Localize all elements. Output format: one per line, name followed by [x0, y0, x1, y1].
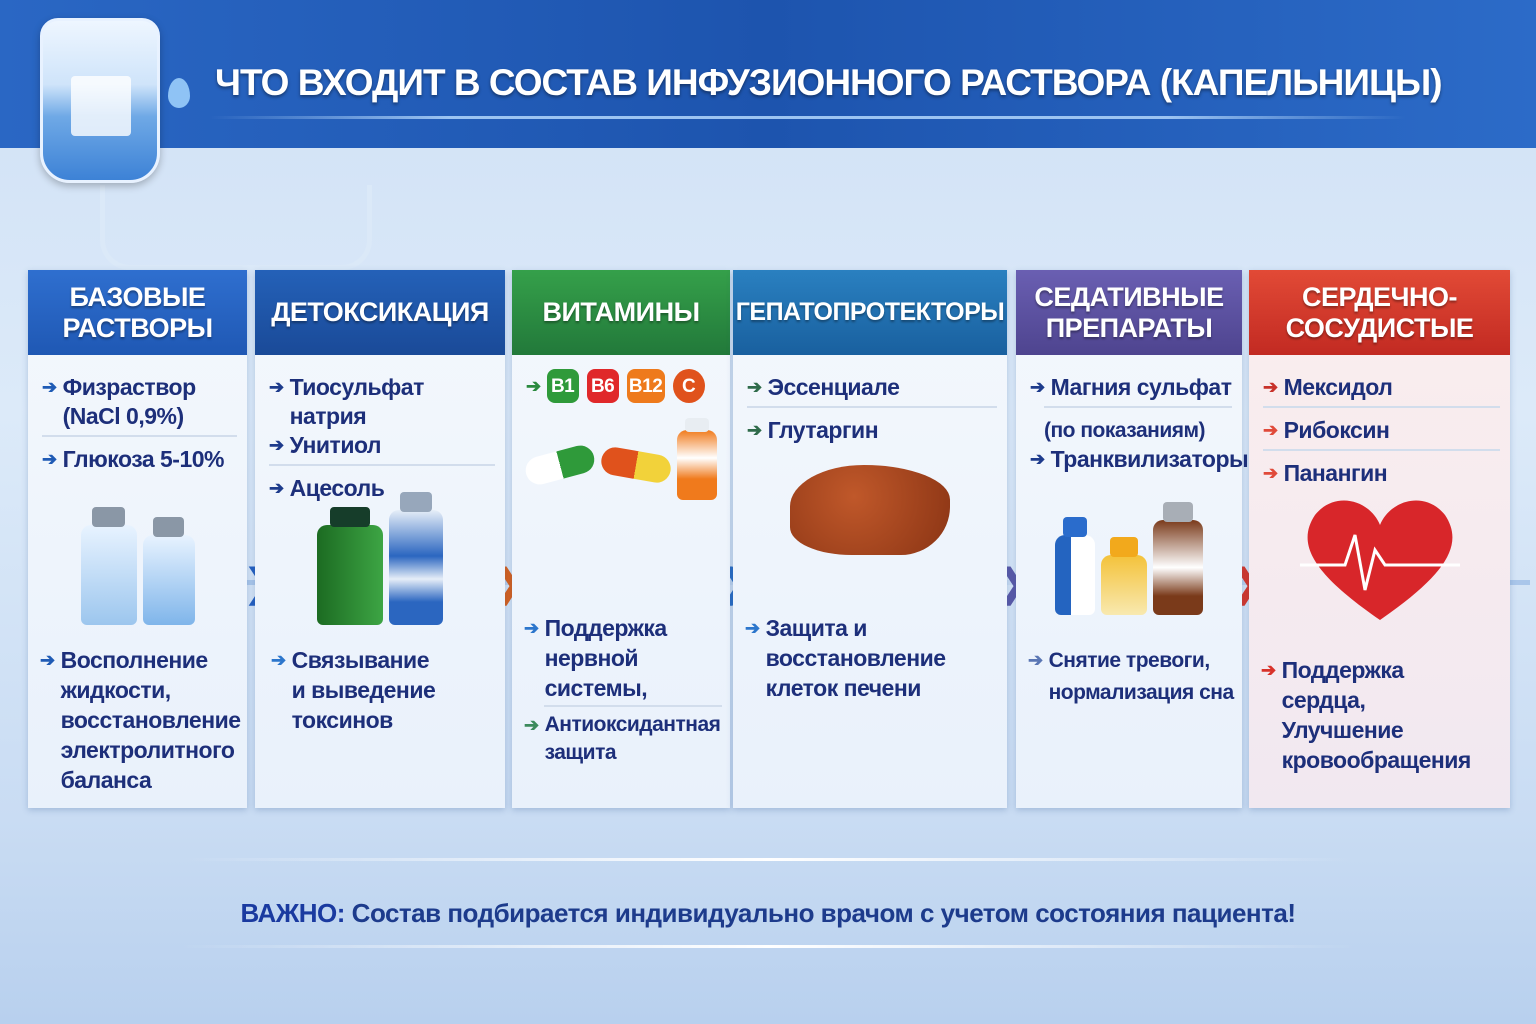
divider	[180, 945, 1356, 948]
list-item: ➔ Тиосульфат натрия	[269, 373, 495, 431]
arrow-icon: ➔	[524, 715, 539, 735]
item-text: Ацесоль	[289, 475, 385, 501]
arrow-icon: ➔	[42, 449, 57, 469]
column-hepatoprotectors: ГЕПАТОПРОТЕКТОРЫ ➔ Эссенциале ➔ Глутаргин …	[733, 270, 1007, 808]
column-header: ГЕПАТОПРОТЕКТОРЫ	[733, 270, 1007, 355]
effect: ➔ Поддержка сердца, Улучшение кровообраще…	[1261, 655, 1502, 775]
effect: ➔ Защита и восстановление клеток печени	[745, 613, 999, 703]
column-vitamins: ВИТАМИНЫ ➔ B1 B6 B12 C ➔ Поддержка нервной с…	[512, 270, 730, 808]
arrow-icon: ➔	[1263, 377, 1278, 397]
effect: ➔ Поддержка нервной системы, ➔ Антиоксидан…	[524, 613, 722, 767]
arrow-icon: ➔	[269, 377, 284, 397]
arrow-icon: ➔	[526, 375, 541, 396]
column-cardiovascular: СЕРДЕЧНО-СОСУДИСТЫЕ ➔ Мексидол ➔ Рибоксин …	[1249, 270, 1510, 808]
item-text: Тиосульфат натрия	[289, 374, 425, 429]
effect: ➔ Восполнение жидкости, восстановление эл…	[40, 645, 241, 795]
effect-text: Поддержка сердца, Улучшение кровообращен…	[1281, 657, 1472, 773]
arrow-icon: ➔	[1263, 420, 1278, 440]
effect: ➔ Связывание и выведение токсинов	[271, 645, 497, 735]
list-item: ➔ Панангин	[1263, 459, 1500, 488]
list-item: ➔ Физраствор (NaCl 0,9%)	[42, 373, 237, 431]
iv-tube-icon	[100, 185, 372, 270]
column-header: ДЕТОКСИКАЦИЯ	[255, 270, 505, 355]
divider	[180, 858, 1356, 861]
item-text: Магния сульфат	[1050, 374, 1232, 400]
vitamin-b12-badge: B12	[626, 369, 665, 403]
drop-icon	[168, 78, 190, 108]
important-label: ВАЖНО:	[240, 898, 346, 928]
arrow-icon: ➔	[1263, 463, 1278, 483]
list-item: ➔ Мексидол	[1263, 373, 1500, 402]
iv-bag-icon	[40, 18, 160, 183]
effect-text: Восполнение жидкости, восстановление эле…	[60, 647, 241, 793]
arrow-icon: ➔	[269, 478, 284, 498]
list-item: ➔ Унитиол	[269, 431, 495, 460]
list-item: ➔ Эссенциале	[747, 373, 997, 402]
list-item: ➔ Магния сульфат	[1030, 373, 1232, 402]
effect-text: Связывание и выведение токсинов	[291, 647, 436, 733]
item-text: Эссенциале	[767, 374, 900, 400]
column-header: СЕДАТИВНЫЕ ПРЕПАРАТЫ	[1016, 270, 1242, 355]
column-header: ВИТАМИНЫ	[512, 270, 730, 355]
item-text: Рибоксин	[1283, 417, 1390, 443]
detox-bottles-icon	[255, 485, 505, 625]
arrow-icon: ➔	[40, 650, 55, 670]
arrow-icon: ➔	[1028, 650, 1043, 670]
arrow-icon: ➔	[747, 420, 762, 440]
item-text: Панангин	[1283, 460, 1388, 486]
liver-icon	[733, 455, 1007, 555]
column-header: БАЗОВЫЕ РАСТВОРЫ	[28, 270, 247, 355]
arrow-icon: ➔	[271, 650, 286, 670]
item-text: Мексидол	[1283, 374, 1393, 400]
arrow-icon: ➔	[1030, 449, 1045, 469]
vitamin-badges: ➔ B1 B6 B12 C	[526, 369, 720, 403]
pill-bottles-icon	[1016, 502, 1242, 615]
list-item: ➔ Ацесоль	[269, 474, 495, 503]
arrow-icon: ➔	[745, 618, 760, 638]
vitamin-b1-badge: B1	[546, 369, 579, 403]
effect-text: Поддержка нервной системы,	[544, 615, 668, 701]
effect-text: Антиоксидантная защита	[544, 713, 721, 764]
item-text: Физраствор (NaCl 0,9%)	[62, 374, 197, 429]
arrow-icon: ➔	[524, 618, 539, 638]
list-item: ➔ Транквилизаторы	[1030, 445, 1249, 474]
note: (по показаниям)	[1044, 419, 1206, 442]
list-item: ➔ Глутаргин	[747, 416, 997, 445]
effect-text: Защита и восстановление клеток печени	[765, 615, 946, 701]
arrow-icon: ➔	[269, 435, 284, 455]
page-title: ЧТО ВХОДИТ В СОСТАВ ИНФУЗИОННОГО РАСТВОР…	[215, 62, 1443, 103]
arrow-icon: ➔	[747, 377, 762, 397]
heart-icon	[1249, 495, 1510, 625]
item-text: Глюкоза 5-10%	[62, 446, 225, 472]
item-text: Транквилизаторы	[1050, 446, 1249, 472]
column-sedatives: СЕДАТИВНЫЕ ПРЕПАРАТЫ ➔ Магния сульфат (по…	[1016, 270, 1249, 808]
title-banner	[0, 0, 1536, 148]
important-note: ВАЖНО: Состав подбирается индивидуально …	[0, 898, 1536, 929]
arrow-icon: ➔	[42, 377, 57, 397]
effect: ➔ Снятие тревоги, нормализация сна	[1028, 645, 1234, 709]
item-text: Унитиол	[289, 432, 382, 458]
effect-text: Снятие тревоги, нормализация сна	[1048, 649, 1235, 704]
vitamin-b6-badge: B6	[586, 369, 619, 403]
item-text: Глутаргин	[767, 417, 879, 443]
vitamin-c-badge: C	[672, 369, 705, 403]
column-base-solutions: БАЗОВЫЕ РАСТВОРЫ ➔ Физраствор (NaCl 0,9%)…	[28, 270, 247, 808]
list-item: ➔ Рибоксин	[1263, 416, 1500, 445]
title-underline	[210, 116, 1406, 119]
column-detox: ДЕТОКСИКАЦИЯ ➔ Тиосульфат натрия ➔ Унитиол…	[255, 270, 505, 808]
iv-bottles-icon	[28, 485, 247, 625]
capsules-icon	[512, 415, 730, 515]
column-header: СЕРДЕЧНО-СОСУДИСТЫЕ	[1249, 270, 1510, 355]
important-text: Состав подбирается индивидуально врачом …	[344, 898, 1296, 928]
arrow-icon: ➔	[1261, 660, 1276, 680]
arrow-icon: ➔	[1030, 377, 1045, 397]
list-item: ➔ Глюкоза 5-10%	[42, 445, 237, 474]
